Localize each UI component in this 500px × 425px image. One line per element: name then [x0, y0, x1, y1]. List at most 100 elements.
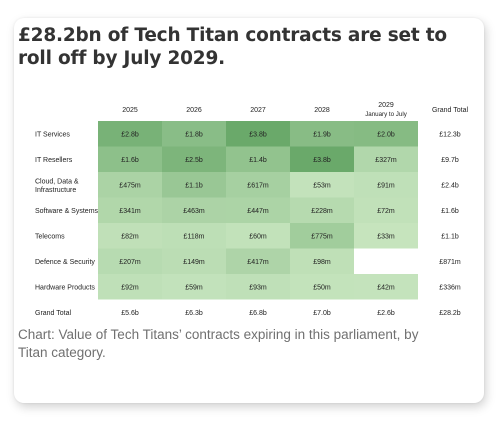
cell-value-label: £42m: [377, 284, 395, 291]
cell-value-label: £50m: [313, 284, 331, 291]
heatmap-cell: [290, 146, 354, 172]
heatmap-cell: [354, 197, 418, 223]
heatmap-cell: [162, 197, 226, 223]
row-total: £336m: [439, 284, 461, 291]
cell-value-label: £92m: [121, 284, 139, 291]
heatmap-cell: [226, 274, 290, 300]
cell-value-label: £1.6b: [121, 157, 139, 164]
cell-value-label: £2.8b: [121, 131, 139, 138]
heatmap-cell: [290, 248, 354, 274]
row-label: IT Resellers: [35, 157, 73, 164]
cell-value-label: £59m: [185, 284, 203, 291]
row-total: £12.3b: [439, 131, 461, 138]
heatmap-cell: [290, 172, 354, 198]
cell-value-label: £33m: [377, 233, 395, 240]
cell-value-label: £53m: [313, 182, 331, 189]
row-total: £871m: [439, 259, 461, 266]
cell-value-label: £118m: [184, 233, 205, 240]
column-subtitle: January to July: [365, 111, 408, 118]
heatmap-cell: [98, 223, 162, 249]
cell-value-label: £60m: [249, 233, 267, 240]
column-header: 2029: [378, 102, 394, 109]
row-total: £1.6b: [441, 208, 459, 215]
heatmap-cell: [98, 197, 162, 223]
heatmap-cell: [354, 172, 418, 198]
heatmap-cell: [226, 197, 290, 223]
cell-value-label: £2.0b: [377, 131, 395, 138]
cell-value-label: £417m: [247, 259, 269, 266]
row-total: £9.7b: [441, 157, 459, 164]
cell-value-label: £82m: [121, 233, 139, 240]
heatmap-cell: [226, 121, 290, 147]
row-label: Software & Systems: [35, 208, 99, 215]
cell-value-label: £3.8b: [249, 131, 267, 138]
cell-value-label: £1.8b: [185, 131, 203, 138]
grand-total-value: £28.2b: [439, 310, 461, 317]
grand-total-header: Grand Total: [432, 107, 469, 114]
row-label-line2: Infrastructure: [35, 187, 76, 194]
column-header: 2026: [186, 107, 202, 114]
cell-value-label: £98m: [313, 259, 331, 266]
heatmap-cell: [354, 274, 418, 300]
cell-value-label: £775m: [311, 233, 333, 240]
column-header: 2027: [250, 107, 266, 114]
heatmap-cell: [290, 197, 354, 223]
cell-value-label: £341m: [119, 208, 141, 215]
cell-value-label: £1.9b: [313, 131, 331, 138]
column-total: £7.0b: [313, 310, 331, 317]
heatmap-cell: [290, 274, 354, 300]
row-label: Hardware Products: [35, 284, 95, 291]
cell-value-label: £228m: [311, 208, 333, 215]
cell-value-label: £2.5b: [185, 157, 203, 164]
heatmap-cell: [98, 146, 162, 172]
row-label: IT Services: [35, 131, 70, 138]
cell-value-label: £475m: [119, 182, 141, 189]
cell-value-label: £3.8b: [313, 157, 331, 164]
heatmap-cell: [354, 146, 418, 172]
heatmap-cell: [354, 248, 418, 274]
heatmap-cell: [98, 121, 162, 147]
heatmap-cell: [290, 223, 354, 249]
heatmap-cell: [354, 223, 418, 249]
cell-value-label: £91m: [377, 182, 395, 189]
column-header: 2025: [122, 107, 138, 114]
cell-value-label: £617m: [247, 182, 269, 189]
heatmap-cell: [226, 146, 290, 172]
grand-total-label: Grand Total: [35, 310, 72, 317]
column-total: £6.3b: [185, 310, 203, 317]
heatmap-cell: [162, 121, 226, 147]
heatmap-cell: [354, 121, 418, 147]
column-total: £6.8b: [249, 310, 267, 317]
cell-value-label: £1.4b: [249, 157, 267, 164]
column-total: £5.6b: [121, 310, 139, 317]
heatmap-cell: [226, 172, 290, 198]
heatmap-cell: [226, 223, 290, 249]
cell-value-label: £93m: [249, 284, 267, 291]
heatmap-cell: [162, 146, 226, 172]
cell-value-label: £207m: [119, 259, 141, 266]
chart-caption: Chart: Value of Tech Titans’ contracts e…: [18, 327, 419, 360]
row-total: £2.4b: [441, 182, 459, 189]
heatmap-cell: [226, 248, 290, 274]
cell-value-label: £327m: [375, 157, 397, 164]
heatmap-cell: [98, 274, 162, 300]
heatmap-cell: [162, 223, 226, 249]
heatmap-cell: [162, 248, 226, 274]
column-total: £2.6b: [377, 310, 395, 317]
cell-value-label: £1.1b: [185, 182, 203, 189]
chart-title: £28.2bn of Tech Titan contracts are set …: [18, 25, 447, 69]
row-label: Cloud, Data &: [35, 178, 79, 185]
cell-value-label: £447m: [247, 208, 269, 215]
heatmap-cell: [290, 121, 354, 147]
column-header: 2028: [314, 107, 330, 114]
heatmap-cell: [98, 248, 162, 274]
heatmap-cell: [98, 172, 162, 198]
heatmap-cell: [162, 172, 226, 198]
cell-value-label: £463m: [183, 208, 205, 215]
row-label: Telecoms: [35, 233, 65, 240]
row-label: Defence & Security: [35, 259, 95, 266]
cell-value-label: £72m: [377, 208, 395, 215]
cell-value-label: £149m: [183, 259, 205, 266]
row-total: £1.1b: [441, 233, 459, 240]
